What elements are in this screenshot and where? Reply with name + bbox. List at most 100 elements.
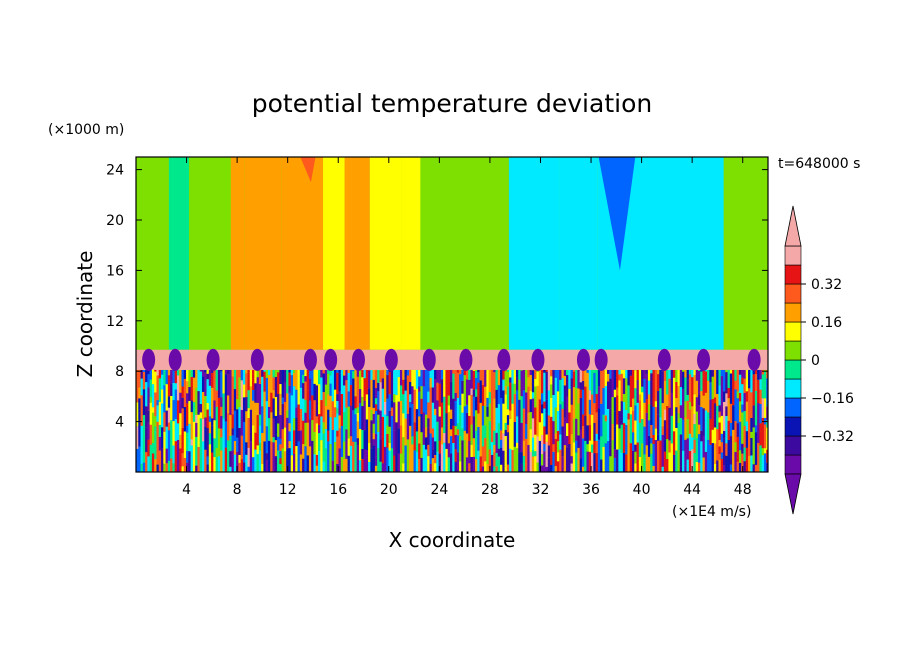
lower-cell-233	[222, 369, 225, 394]
lower-cell-1074	[543, 372, 546, 402]
lower-cell-1155	[575, 418, 578, 441]
lower-cell-1038	[531, 437, 535, 450]
lower-cell-1061	[538, 369, 542, 376]
lower-cell-1586	[741, 453, 744, 472]
lower-cell-1136	[566, 369, 569, 376]
lower-cell-319	[258, 425, 262, 443]
lower-cell-340	[267, 440, 271, 472]
lower-cell-545	[343, 369, 346, 376]
lower-cell-671	[390, 415, 394, 449]
lower-cell-593	[361, 370, 364, 378]
lower-cell-809	[447, 443, 451, 458]
lower-cell-1087	[547, 390, 551, 416]
lower-cell-63	[158, 401, 162, 425]
upper-column-12	[508, 157, 560, 350]
lower-cell-579	[356, 407, 360, 413]
lower-cell-426	[299, 454, 303, 472]
lower-cell-1473	[700, 406, 703, 431]
lower-cell-1494	[709, 444, 712, 472]
lower-cell-1266	[620, 373, 624, 402]
lower-cell-294	[247, 408, 251, 418]
lower-cell-1012	[520, 369, 524, 371]
lower-cell-153	[192, 377, 196, 403]
lower-cell-1072	[543, 408, 546, 427]
lower-cell-1634	[757, 379, 760, 403]
lower-cell-985	[511, 403, 514, 421]
lower-cell-498	[327, 430, 330, 442]
lower-cell-164	[197, 369, 200, 392]
lower-cell-1169	[579, 369, 583, 383]
lower-cell-1134	[566, 396, 569, 424]
lower-cell-1256	[616, 369, 619, 388]
lower-cell-1316	[641, 443, 644, 472]
lower-cell-1614	[750, 431, 753, 438]
lower-cell-305	[252, 369, 255, 391]
y-axis-unit: (×1000 m)	[48, 122, 124, 138]
lower-cell-1225	[602, 369, 605, 388]
lower-cell-784	[436, 382, 439, 401]
lower-cell-453	[308, 419, 312, 447]
lower-cell-27	[147, 456, 150, 472]
lower-cell-485	[322, 461, 326, 472]
upper-column-1	[168, 157, 190, 350]
lower-cell-342	[267, 406, 271, 419]
lower-cell-1527	[720, 452, 724, 459]
lower-cell-374	[279, 415, 282, 439]
lower-cell-1324	[643, 378, 646, 403]
lower-cell-1210	[595, 412, 599, 434]
band-intrusion-6	[351, 348, 365, 371]
lower-cell-117	[179, 392, 182, 414]
lower-cell-930	[493, 466, 496, 472]
lower-cell-388	[283, 369, 287, 383]
lower-cell-679	[393, 369, 396, 395]
lower-cell-1054	[536, 385, 539, 411]
upper-column-4	[244, 157, 282, 350]
lower-cell-1509	[713, 397, 717, 404]
lower-cell-34	[149, 444, 153, 472]
lower-cell-1618	[752, 464, 756, 472]
lower-cell-727	[415, 431, 419, 453]
lower-cell-1193	[588, 371, 592, 391]
lower-cell-1344	[650, 369, 653, 374]
lower-cell-544	[343, 375, 346, 386]
lower-cell-1249	[613, 397, 617, 412]
lower-cell-1020	[525, 438, 528, 447]
colorbar-under-arrow	[784, 473, 802, 515]
lower-cell-1421	[682, 388, 685, 420]
lower-cell-775	[434, 454, 437, 464]
lower-cell-406	[290, 395, 294, 427]
lower-cell-265	[236, 399, 239, 410]
lower-cell-627	[374, 410, 378, 434]
lower-cell-950	[500, 447, 503, 465]
lower-cell-82	[165, 384, 169, 411]
lower-cell-606	[368, 429, 371, 443]
lower-cell-91	[170, 458, 173, 472]
lower-cell-333	[263, 369, 266, 372]
lower-cell-15	[140, 369, 144, 379]
lower-cell-272	[238, 377, 241, 408]
lower-cell-212	[215, 447, 219, 457]
lower-cell-618	[372, 433, 376, 440]
lower-cell-759	[427, 391, 430, 403]
lower-cell-1579	[738, 450, 742, 463]
lower-cell-194	[208, 416, 212, 422]
lower-cell-1393	[670, 369, 674, 393]
lower-cell-1476	[700, 369, 703, 372]
lower-cell-1261	[618, 374, 621, 381]
lower-cell-1028	[527, 369, 530, 378]
lower-cell-157	[195, 422, 198, 437]
lower-cell-1216	[597, 369, 601, 387]
lower-cell-255	[231, 376, 235, 394]
lower-cell-914	[486, 463, 489, 472]
lower-cell-412	[292, 386, 296, 419]
lower-cell-708	[406, 375, 410, 391]
lower-cell-398	[288, 431, 291, 442]
lower-cell-4	[136, 369, 139, 393]
lower-cell-941	[495, 389, 499, 408]
lower-cell-308	[254, 402, 257, 433]
lower-cell-354	[272, 377, 276, 391]
lower-cell-844	[459, 374, 462, 406]
lower-cell-1504	[711, 369, 715, 377]
lower-cell-202	[211, 387, 214, 419]
lower-cell-574	[356, 451, 360, 472]
